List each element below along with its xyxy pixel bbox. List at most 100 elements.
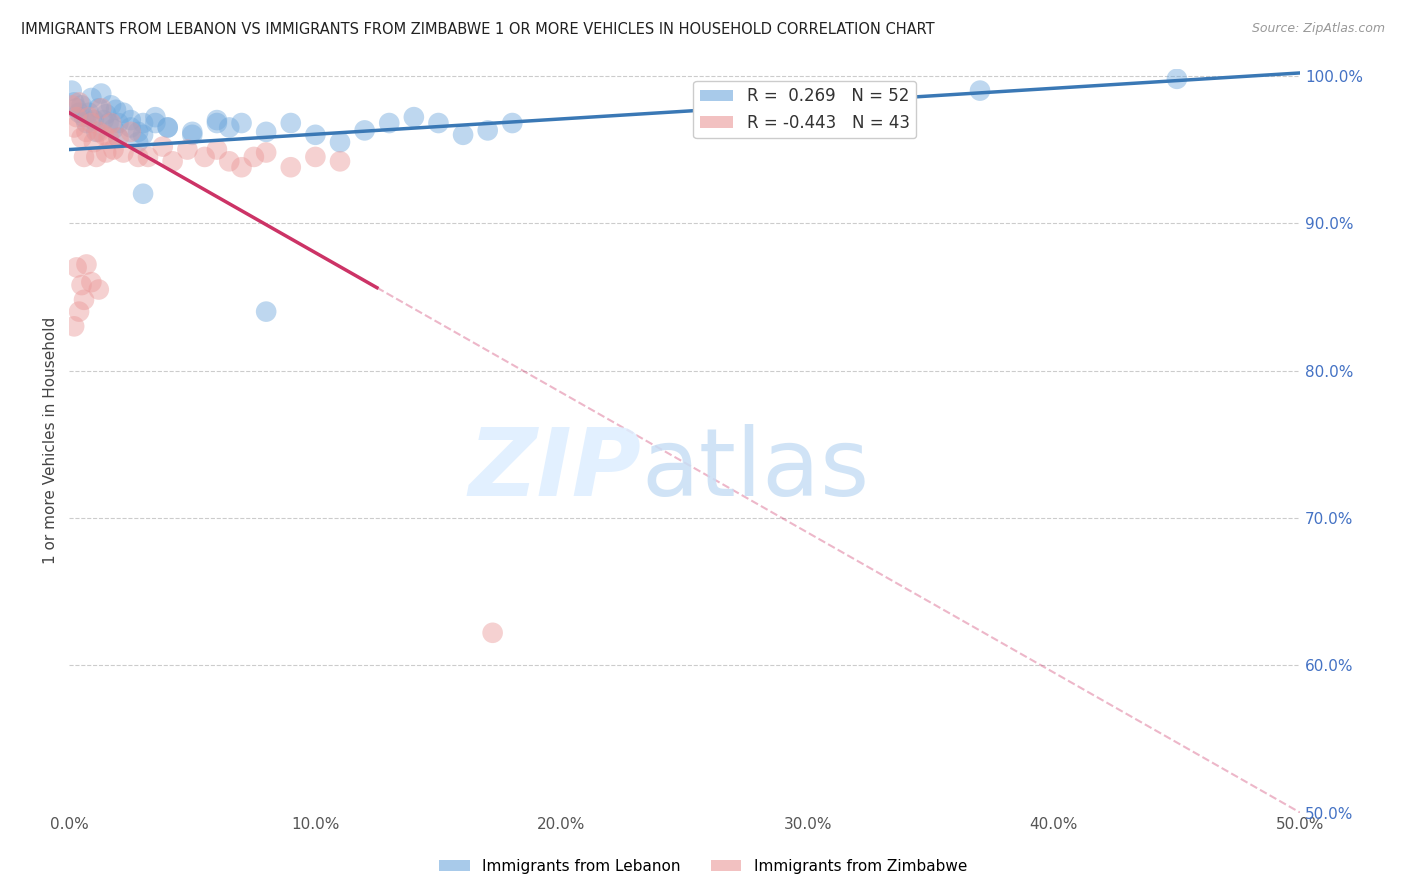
Point bbox=[152, 139, 174, 153]
Point bbox=[103, 122, 125, 136]
Legend: R =  0.269   N = 52, R = -0.443   N = 43: R = 0.269 N = 52, R = -0.443 N = 43 bbox=[693, 80, 917, 138]
Point bbox=[112, 105, 135, 120]
Point bbox=[127, 150, 149, 164]
Point bbox=[97, 130, 120, 145]
Point bbox=[96, 107, 118, 121]
Point bbox=[80, 116, 103, 130]
Point bbox=[205, 113, 228, 128]
Point bbox=[254, 145, 277, 160]
Point bbox=[73, 110, 96, 124]
Point bbox=[156, 120, 179, 135]
Point bbox=[63, 319, 86, 334]
Point bbox=[132, 116, 155, 130]
Point bbox=[107, 130, 129, 145]
Point bbox=[107, 130, 129, 145]
Point bbox=[218, 154, 240, 169]
Point bbox=[107, 116, 129, 130]
Point bbox=[127, 125, 149, 139]
Point bbox=[120, 120, 142, 135]
Point bbox=[176, 143, 198, 157]
Point bbox=[304, 150, 326, 164]
Point bbox=[97, 116, 120, 130]
Point bbox=[427, 116, 450, 130]
Point bbox=[243, 150, 266, 164]
Point bbox=[87, 101, 110, 115]
Text: IMMIGRANTS FROM LEBANON VS IMMIGRANTS FROM ZIMBABWE 1 OR MORE VEHICLES IN HOUSEH: IMMIGRANTS FROM LEBANON VS IMMIGRANTS FR… bbox=[21, 22, 935, 37]
Point bbox=[75, 116, 97, 130]
Point bbox=[87, 125, 110, 139]
Point bbox=[132, 186, 155, 201]
Point bbox=[378, 116, 401, 130]
Point bbox=[70, 98, 93, 112]
Point bbox=[1166, 71, 1188, 86]
Point bbox=[162, 154, 184, 169]
Point bbox=[73, 293, 96, 307]
Point bbox=[93, 128, 115, 142]
Point bbox=[63, 120, 86, 135]
Point bbox=[477, 123, 499, 137]
Point bbox=[90, 87, 112, 101]
Point bbox=[60, 98, 83, 112]
Point bbox=[451, 128, 474, 142]
Point bbox=[90, 101, 112, 115]
Point bbox=[63, 95, 86, 110]
Point bbox=[87, 283, 110, 297]
Point bbox=[112, 145, 135, 160]
Point bbox=[65, 110, 87, 124]
Point bbox=[84, 150, 107, 164]
Point bbox=[105, 103, 128, 117]
Text: Source: ZipAtlas.com: Source: ZipAtlas.com bbox=[1251, 22, 1385, 36]
Point bbox=[77, 105, 100, 120]
Point bbox=[100, 116, 122, 130]
Point bbox=[96, 145, 118, 160]
Point bbox=[280, 160, 302, 174]
Point bbox=[70, 278, 93, 293]
Point bbox=[103, 143, 125, 157]
Point bbox=[481, 625, 503, 640]
Point bbox=[84, 125, 107, 139]
Point bbox=[65, 101, 87, 115]
Point bbox=[93, 113, 115, 128]
Point bbox=[136, 150, 159, 164]
Point bbox=[145, 110, 167, 124]
Y-axis label: 1 or more Vehicles in Household: 1 or more Vehicles in Household bbox=[44, 317, 58, 564]
Point bbox=[254, 125, 277, 139]
Point bbox=[65, 260, 87, 275]
Point bbox=[254, 304, 277, 318]
Legend: Immigrants from Lebanon, Immigrants from Zimbabwe: Immigrants from Lebanon, Immigrants from… bbox=[433, 853, 973, 880]
Point bbox=[329, 135, 352, 149]
Point bbox=[70, 130, 93, 145]
Text: atlas: atlas bbox=[641, 425, 870, 516]
Point bbox=[83, 113, 105, 128]
Point bbox=[127, 135, 149, 149]
Point bbox=[181, 128, 204, 142]
Point bbox=[218, 120, 240, 135]
Point bbox=[353, 123, 375, 137]
Point bbox=[402, 110, 425, 124]
Point bbox=[67, 95, 90, 110]
Point bbox=[501, 116, 523, 130]
Point bbox=[280, 116, 302, 130]
Point bbox=[120, 125, 142, 139]
Point bbox=[132, 128, 155, 142]
Point bbox=[100, 98, 122, 112]
Point bbox=[80, 275, 103, 289]
Point bbox=[156, 120, 179, 135]
Point bbox=[60, 84, 83, 98]
Point bbox=[67, 105, 90, 120]
Point bbox=[329, 154, 352, 169]
Point bbox=[194, 150, 217, 164]
Text: ZIP: ZIP bbox=[468, 425, 641, 516]
Point bbox=[205, 116, 228, 130]
Point bbox=[67, 304, 90, 318]
Point bbox=[120, 113, 142, 128]
Point bbox=[80, 91, 103, 105]
Point bbox=[304, 128, 326, 142]
Point bbox=[83, 135, 105, 149]
Point bbox=[145, 116, 167, 130]
Point bbox=[75, 257, 97, 271]
Point bbox=[231, 160, 253, 174]
Point bbox=[73, 150, 96, 164]
Point bbox=[75, 125, 97, 139]
Point bbox=[181, 125, 204, 139]
